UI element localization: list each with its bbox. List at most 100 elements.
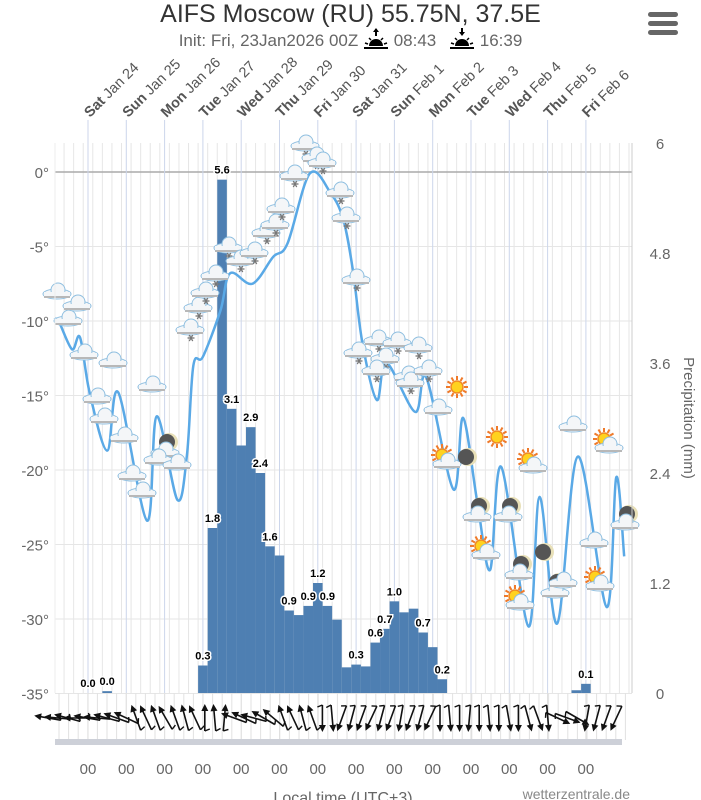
cloud-icon — [403, 336, 433, 354]
snowflake-icon — [302, 150, 310, 158]
wind-arrow-icon — [63, 712, 92, 722]
cloud-icon — [363, 329, 393, 347]
cloud-icon — [341, 268, 371, 286]
day-label: TueFeb 3 — [465, 63, 523, 121]
wind-arrow-icon — [34, 713, 62, 722]
x-tick-label: 00 — [386, 761, 403, 778]
weather-symbol-cloud — [69, 343, 99, 361]
weather-symbol-snow-cloud — [395, 371, 425, 395]
wind-arrow-icon — [130, 704, 146, 731]
wind-arrow-icon — [443, 704, 454, 732]
day-label: SunJan 25 — [120, 57, 184, 121]
sun-icon — [470, 535, 492, 557]
day-label: SunFeb 1 — [388, 61, 448, 121]
wind-arrow-icon — [73, 713, 101, 722]
scrollbar[interactable] — [55, 739, 622, 745]
weather-symbol-moon — [458, 448, 477, 466]
wind-arrow-icon — [415, 704, 425, 732]
precipitation-bar-label: 0.1 — [578, 669, 593, 681]
wind-arrow-icon — [544, 711, 571, 725]
temperature-series — [53, 170, 626, 628]
cloud-icon — [610, 513, 640, 531]
precipitation-bar-label: 0.7 — [415, 618, 430, 630]
cloud-icon — [42, 282, 72, 300]
weather-symbol-snow-cloud — [279, 164, 309, 188]
precipitation-bar-label: 1.0 — [387, 586, 402, 598]
cloud-icon — [540, 581, 570, 599]
precipitation-bar-label: 0.7 — [377, 614, 392, 626]
sun-icon — [504, 585, 526, 607]
day-label-date: Feb 1 — [410, 61, 448, 99]
weather-symbol-sun-cloud — [504, 585, 535, 611]
moon-icon — [159, 433, 178, 451]
day-label-weekday: Mon — [158, 88, 190, 120]
sun-icon — [431, 444, 453, 466]
precipitation-bar-label: 0.3 — [348, 650, 363, 662]
chart-subtitle: Init: Fri, 23Jan2026 00Z 08:43 16:39 — [0, 28, 701, 51]
weather-symbol-snow-cloud — [370, 347, 400, 371]
snowflake-icon — [251, 257, 259, 265]
weather-symbol-cloud — [42, 282, 72, 300]
x-tick-label: 00 — [578, 761, 595, 778]
credit-text: wetterzentrale.de — [522, 786, 631, 800]
weather-symbol-snow-cloud — [225, 249, 255, 273]
weather-symbol-cloud — [117, 464, 147, 482]
y-right-tick-label: 2.4 — [650, 466, 671, 483]
wind-arrow-icon — [501, 704, 514, 732]
day-label-date: Jan 28 — [259, 54, 301, 96]
day-label-weekday: Fri — [579, 96, 603, 120]
snowflake-icon — [405, 381, 413, 389]
y-right-tick-label: 4.8 — [650, 246, 671, 263]
wind-arrow-icon — [169, 704, 185, 731]
x-tick-label: 00 — [156, 761, 173, 778]
precipitation-bar — [293, 615, 304, 693]
wind-arrow-icon — [465, 704, 473, 732]
weather-symbol-cloud — [89, 407, 119, 425]
cloud-icon — [62, 294, 92, 312]
snowflake-icon — [382, 363, 390, 371]
wind-arrow-icon — [240, 712, 268, 723]
weather-symbol-snow-cloud — [239, 241, 269, 265]
cloud-icon — [137, 375, 167, 393]
snowflake-icon — [237, 265, 245, 273]
day-label-weekday: Mon — [426, 88, 458, 120]
precipitation-bar — [198, 665, 208, 693]
cloud-icon — [89, 407, 119, 425]
day-label-date: Jan 27 — [217, 58, 259, 100]
cloud-icon — [239, 241, 269, 259]
moon-icon — [471, 497, 490, 515]
temperature-line — [53, 170, 626, 628]
wind-arrow-icon — [103, 712, 130, 724]
cloud-icon — [162, 453, 192, 471]
weather-symbols — [42, 134, 640, 611]
day-label-weekday: Sat — [350, 93, 377, 120]
day-label-date: Jan 31 — [368, 60, 410, 102]
sunset-icon — [450, 28, 474, 49]
day-label-weekday: Fri — [311, 96, 335, 120]
cloud-icon — [183, 296, 213, 314]
cloud-icon — [331, 206, 361, 224]
x-tick-label: 00 — [271, 761, 288, 778]
hamburger-menu-icon[interactable] — [648, 12, 678, 36]
weather-symbol-sun-cloud — [584, 566, 615, 592]
cloud-icon — [370, 347, 400, 365]
day-label-date: Jan 26 — [182, 55, 224, 97]
x-tick-label: 00 — [195, 761, 212, 778]
sunset-time: 16:39 — [479, 31, 523, 50]
wind-arrow-icon — [221, 704, 229, 732]
x-tick-label: 00 — [424, 761, 441, 778]
weather-symbol-cloud — [127, 481, 157, 499]
precipitation-bar-label: 2.9 — [243, 412, 258, 424]
cloud-icon — [109, 426, 139, 444]
precipitation-bar — [332, 619, 342, 693]
wind-arrow-icon — [346, 704, 356, 732]
precipitation-bar-label: 0.2 — [435, 664, 450, 676]
precipitation-bar-label: 0.3 — [195, 651, 210, 663]
cloud-icon — [432, 452, 462, 470]
precipitation-bar — [245, 427, 256, 693]
wind-arrow-icon — [43, 713, 72, 721]
cloud-icon — [98, 351, 128, 369]
wind-arrow-icon — [541, 704, 552, 732]
moon-icon — [619, 505, 638, 523]
snowflake-icon — [375, 345, 383, 353]
